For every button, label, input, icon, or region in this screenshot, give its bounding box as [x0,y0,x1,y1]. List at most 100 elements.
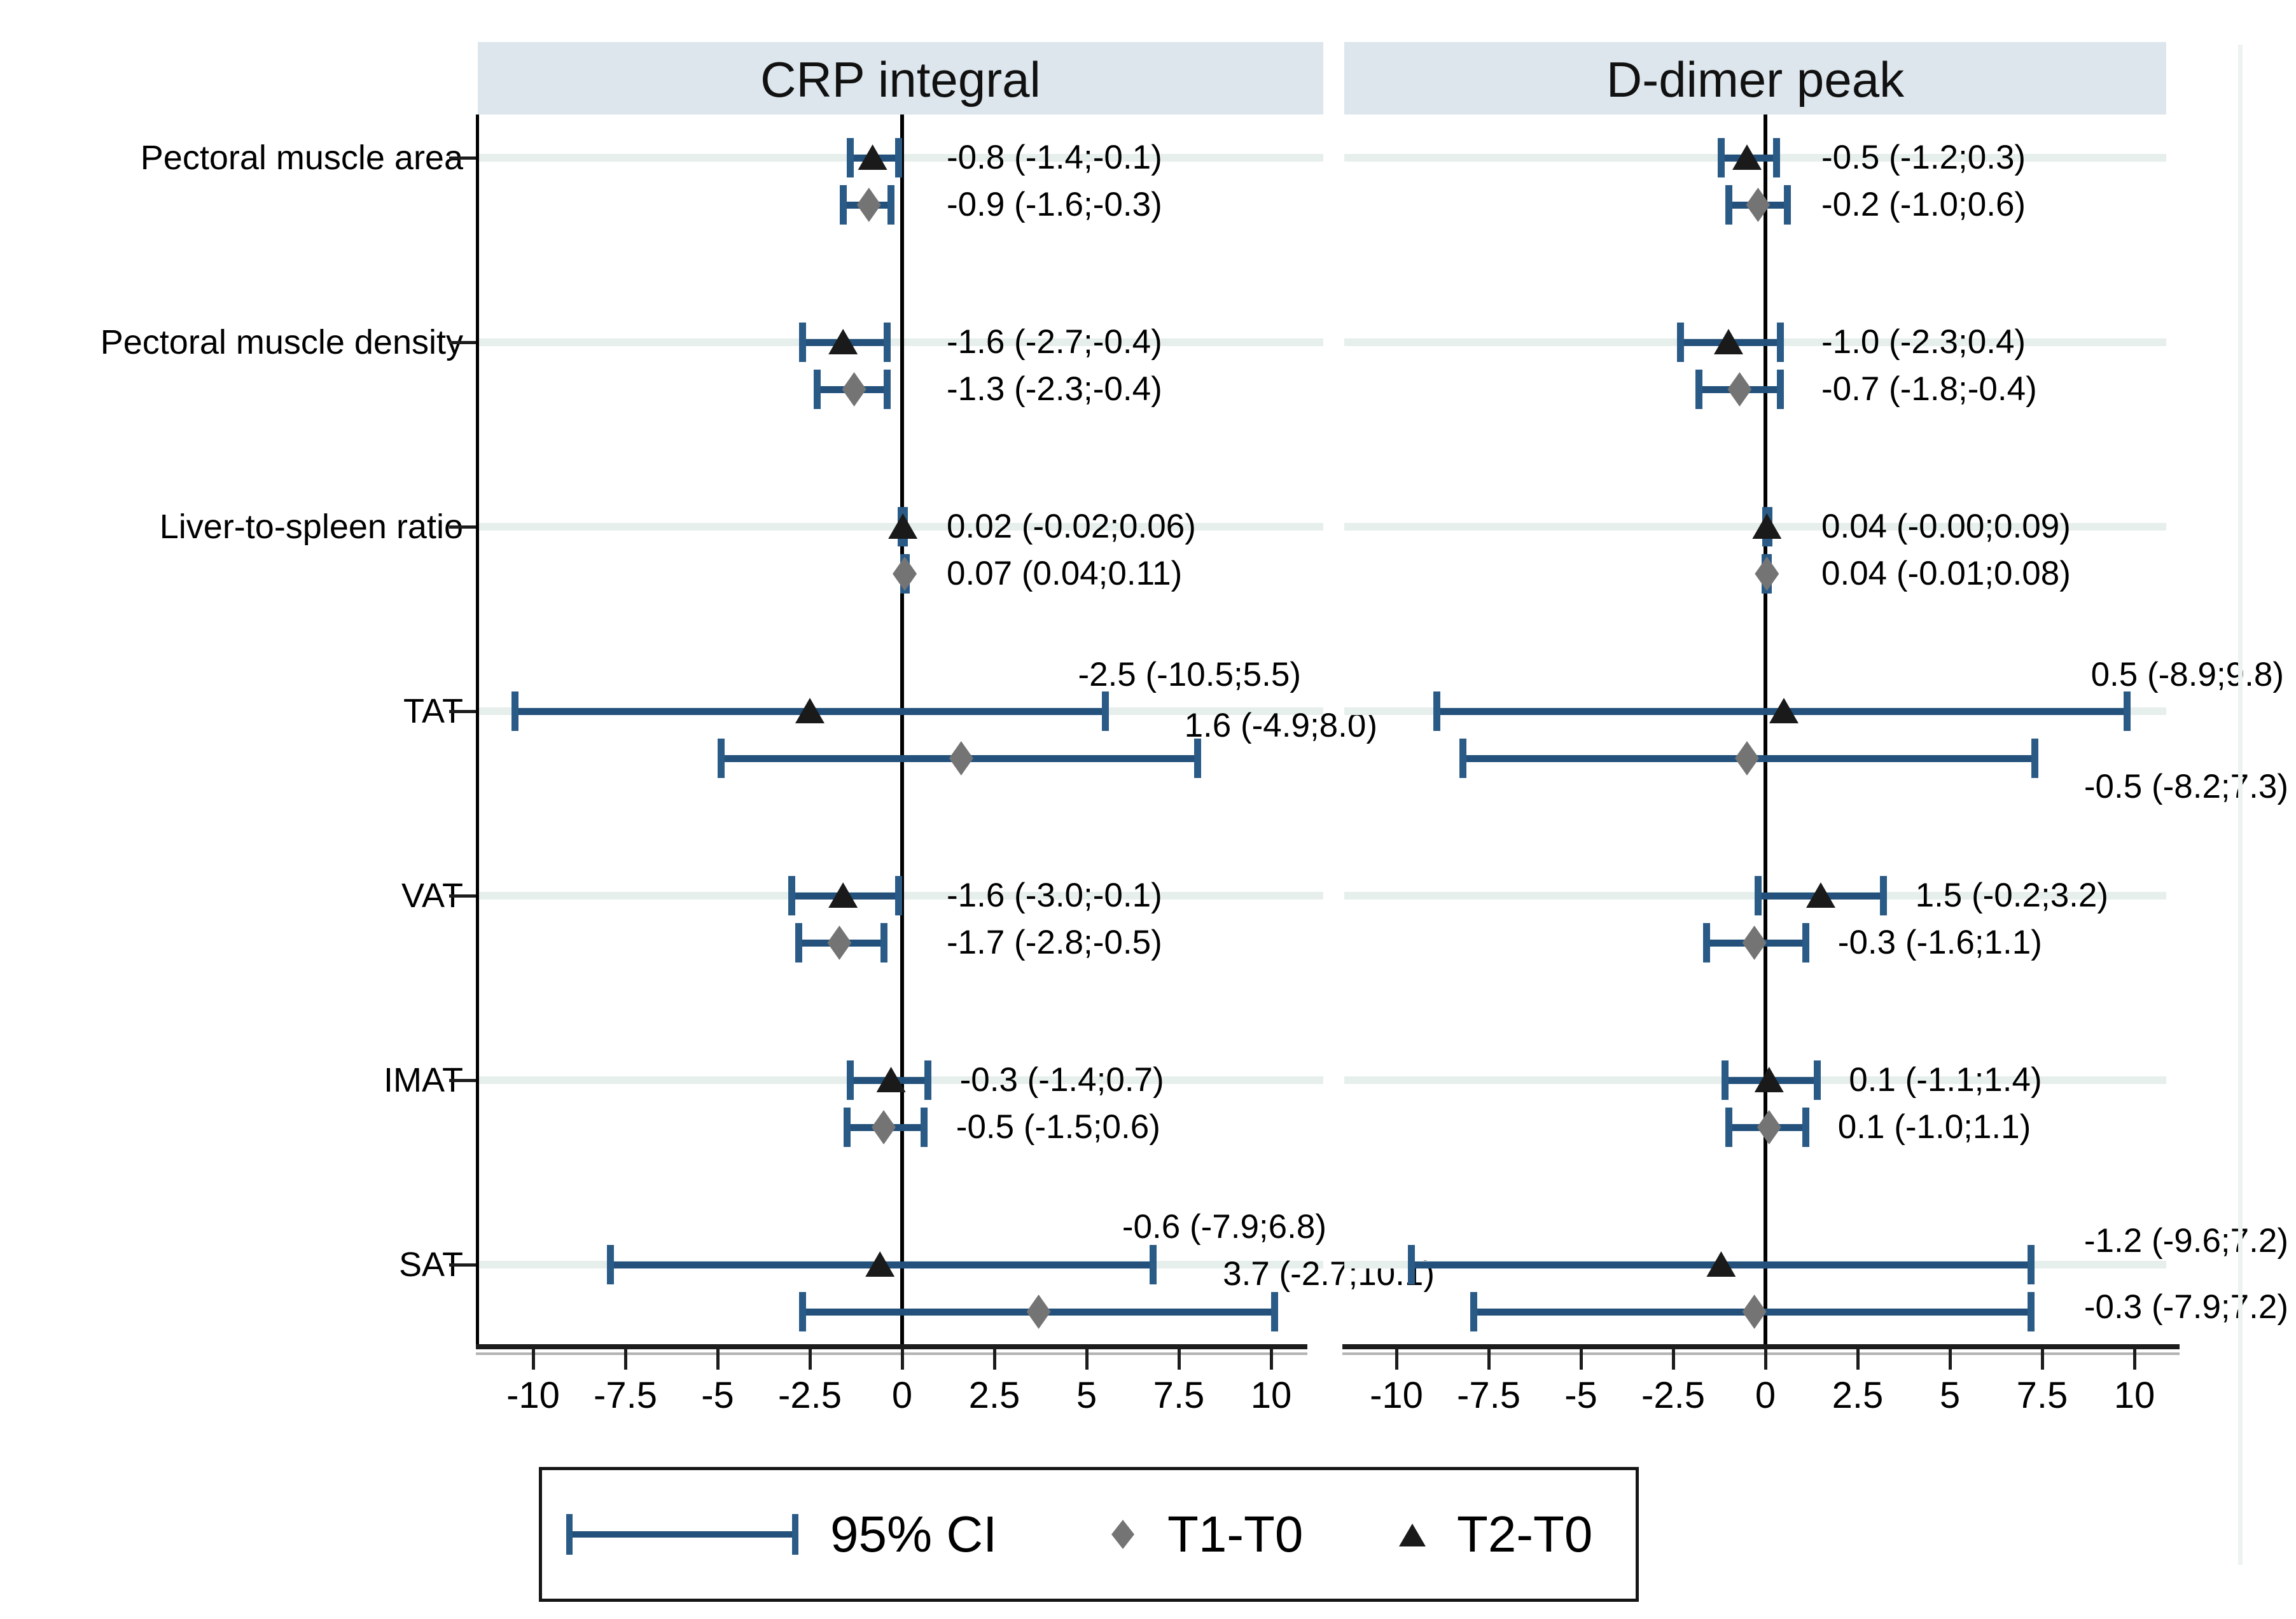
value-label: -0.6 (-7.9;6.8) [1122,1208,1326,1246]
ci-cap-right [1772,138,1780,177]
ci-cap-right [1149,1245,1157,1284]
value-label: 0.1 (-1.1;1.4) [1849,1061,2042,1099]
x-tick-label: 0 [1755,1375,1776,1416]
ci-cap-left [1677,323,1685,362]
legend-triangle-icon [1399,1524,1426,1546]
ci-cap-right [924,1060,932,1100]
x-tick [1764,1349,1767,1370]
panel-header-crp-integral: CRP integral [478,42,1323,115]
value-label: 0.5 (-8.9;9.8) [2091,656,2284,693]
category-tick [449,894,476,898]
ci-cap-right [1271,1292,1279,1331]
ci-cap-left [1725,1108,1732,1147]
panel-title-d-dimer-peak: D-dimer peak [1606,52,1905,108]
value-label: -0.7 (-1.8;-0.4) [1821,370,2037,408]
ci-cap-left [1754,876,1762,915]
x-tick [624,1349,627,1370]
x-tick-label: 5 [1076,1375,1097,1416]
value-label: -1.3 (-2.3;-0.4) [947,370,1162,408]
x-tick [901,1349,904,1370]
value-label: -1.6 (-2.7;-0.4) [947,323,1162,361]
x-tick [1178,1349,1181,1370]
category-label: Liver-to-spleen ratio [159,508,463,546]
x-tick-label: -2.5 [1641,1375,1705,1416]
category-tick [449,1079,476,1082]
ci-cap-left [814,370,821,409]
ci-cap-right [1813,1060,1821,1100]
value-label: -0.5 (-1.5;0.6) [956,1108,1160,1146]
ci-cap-left [511,691,518,731]
gridline [1344,523,2166,531]
ci-cap-left [607,1245,615,1284]
value-label: -1.0 (-2.3;0.4) [1821,323,2026,361]
x-tick-label: 0 [891,1375,913,1416]
panel-header-d-dimer-peak: D-dimer peak [1344,42,2166,115]
ci-cap-right [884,323,891,362]
x-tick-label: 7.5 [1153,1375,1205,1416]
panel-title-crp-integral: CRP integral [760,52,1041,108]
value-label: 0.04 (-0.00;0.09) [1821,508,2071,545]
x-tick [1487,1349,1491,1370]
ci-cap-left [847,138,854,177]
marker-diamond-icon [1742,1295,1767,1329]
marker-diamond-icon [856,188,881,222]
x-tick [993,1349,996,1370]
ci-cap-right [894,138,902,177]
x-tick [1949,1349,1952,1370]
x-tick-label: 5 [1939,1375,1961,1416]
x-tick-label: 10 [2113,1375,2155,1416]
ci-cap-right [1880,876,1888,915]
x-tick [1395,1349,1398,1370]
x-tick [809,1349,812,1370]
ci-cap-left [788,876,795,915]
marker-diamond-icon [1755,557,1779,591]
value-label: -1.6 (-3.0;-0.1) [947,877,1162,914]
value-label: -0.3 (-7.9;7.2) [2084,1288,2288,1326]
x-tick-label: -10 [506,1375,560,1416]
x-tick [1856,1349,1860,1370]
legend-ci-cap-left-icon [566,1514,573,1555]
category-tick [449,1263,476,1267]
value-label: 0.07 (0.04;0.11) [947,555,1183,592]
ci-cap-left [1459,739,1466,778]
x-tick [1672,1349,1675,1370]
zero-line [1764,115,1767,1344]
y-axis-spine [476,115,479,1347]
ci-cap-right [1802,923,1810,962]
value-label: 0.04 (-0.01;0.08) [1821,555,2071,592]
x-tick-label: -5 [701,1375,734,1416]
ci-cap-right [1193,739,1201,778]
ci-cap-left [843,1108,851,1147]
marker-diamond-icon [827,926,852,960]
marker-diamond-icon [949,741,973,775]
category-tick [449,525,476,529]
ci-cap-right [1776,323,1784,362]
ci-cap-left [1717,138,1725,177]
zero-line [900,115,904,1344]
x-tick [1270,1349,1273,1370]
x-tick [2041,1349,2044,1370]
ci-cap-right [880,923,887,962]
ci-cap-left [798,323,806,362]
x-tick-label: 10 [1250,1375,1292,1416]
ci-cap-right [2028,1292,2035,1331]
ci-cap-right [921,1108,928,1147]
value-label: 0.02 (-0.02;0.06) [947,508,1196,545]
ci-cap-left [839,185,847,225]
ci-cap-right [894,876,902,915]
ci-cap-right [2123,691,2131,731]
figure-right-guide-line [2238,45,2243,1565]
x-tick-label: -5 [1564,1375,1597,1416]
marker-diamond-icon [893,557,917,591]
x-tick-label: -7.5 [594,1375,657,1416]
ci-cap-right [2031,739,2038,778]
x-tick-label: 2.5 [968,1375,1020,1416]
marker-diamond-icon [1757,1110,1781,1144]
category-tick [449,156,476,160]
value-label: -0.5 (-1.2;0.3) [1821,139,2026,176]
legend-ci-sample-line [569,1531,795,1538]
marker-diamond-icon [872,1110,896,1144]
marker-diamond-icon [842,372,866,406]
value-label: 1.5 (-0.2;3.2) [1915,877,2109,914]
legend-t2-label: T2-T0 [1457,1506,1593,1562]
